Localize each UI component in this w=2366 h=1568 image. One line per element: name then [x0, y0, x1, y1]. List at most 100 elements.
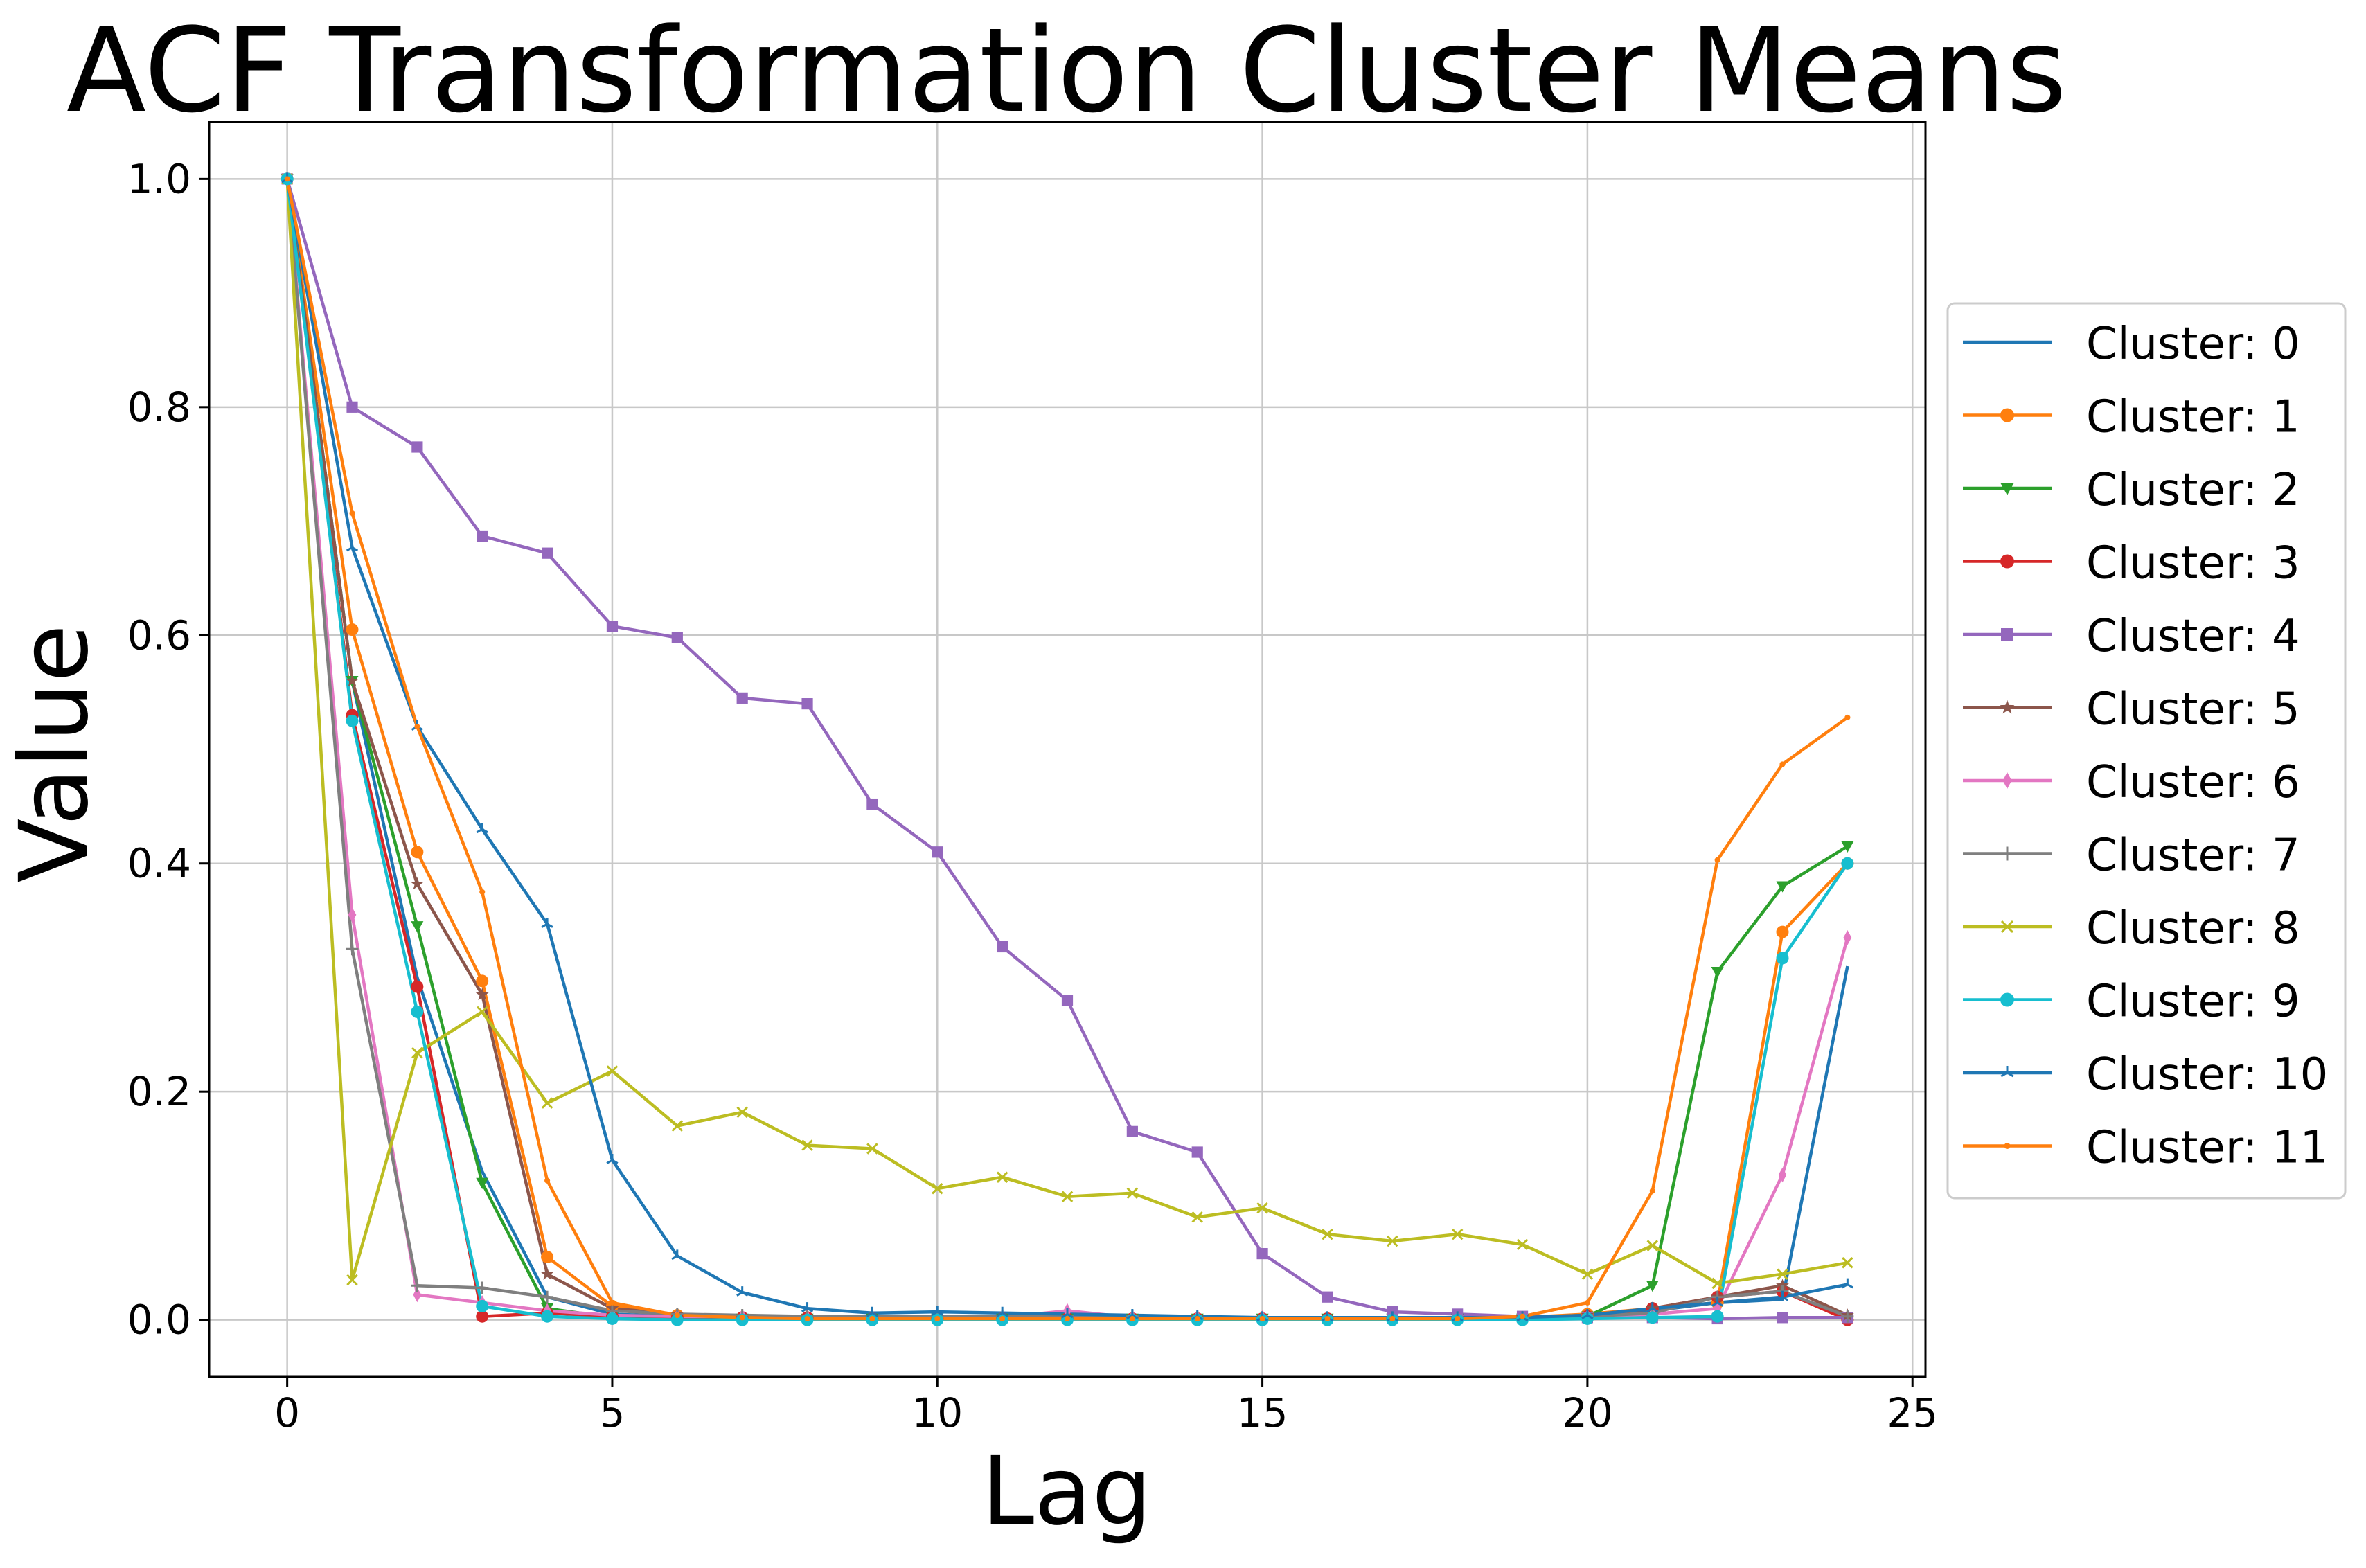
y-axis-label: Value [0, 624, 109, 882]
data-point [346, 541, 359, 552]
plot-area: 0 5 10 15 20 25 0.0 0.2 0.4 0.6 0.8 1.0 [127, 121, 1938, 1436]
y-axis-ticks: 0.0 0.2 0.4 0.6 0.8 1.0 [127, 155, 209, 1344]
data-point [1451, 1228, 1464, 1240]
legend-label: Cluster: 5 [2086, 684, 2300, 736]
data-point [1841, 1310, 1854, 1323]
data-point [1126, 1125, 1138, 1137]
x-tick-label: 10 [911, 1389, 963, 1436]
legend-item: Cluster: 2 [1963, 465, 2300, 516]
data-point [1126, 1187, 1139, 1200]
data-point [349, 510, 355, 517]
data-point [1126, 1309, 1139, 1319]
x-tick-label: 0 [274, 1389, 300, 1436]
legend-label: Cluster: 6 [2086, 757, 2300, 808]
data-point [541, 918, 553, 928]
data-point [1387, 1235, 1398, 1247]
data-point [2000, 408, 2014, 422]
data-point [1841, 841, 1854, 853]
data-point [736, 692, 748, 704]
data-point [804, 1315, 810, 1322]
data-point [1584, 1299, 1590, 1306]
data-point [1841, 857, 1854, 870]
legend-frame [1946, 302, 2347, 1200]
data-point [346, 623, 359, 636]
data-point [411, 846, 424, 859]
data-point [1646, 1311, 1659, 1324]
data-point [346, 674, 359, 687]
data-point [1129, 1315, 1135, 1322]
data-point [1777, 1312, 1788, 1324]
data-point [2000, 920, 2014, 934]
data-point [996, 1306, 1008, 1317]
data-point [1324, 1315, 1331, 1322]
y-tick-label: 0.2 [127, 1068, 191, 1115]
legend-item: Cluster: 8 [1963, 903, 2300, 954]
data-point [931, 1306, 943, 1316]
y-tick-label: 1.0 [127, 155, 191, 202]
data-point [476, 1006, 488, 1018]
data-point [541, 1097, 553, 1109]
data-point [1516, 1238, 1529, 1251]
data-point [411, 441, 423, 453]
data-point [1711, 1310, 1724, 1323]
data-point [605, 1312, 619, 1325]
data-point [739, 1315, 745, 1321]
data-point [1455, 1315, 1461, 1322]
chart-title: ACF Transformation Cluster Means [66, 3, 2067, 139]
y-tick-label: 0.6 [127, 612, 191, 659]
data-point [475, 988, 489, 1001]
series-markers-cluster-11 [284, 176, 1851, 1322]
data-point [476, 1310, 489, 1323]
data-point [1256, 1247, 1268, 1260]
data-point [411, 1279, 424, 1292]
data-point [476, 823, 488, 834]
data-point [934, 1315, 941, 1322]
data-point [411, 980, 424, 993]
legend-item: Cluster: 9 [1963, 977, 2300, 1028]
legend-item: Cluster: 3 [1963, 538, 2300, 589]
legend-label: Cluster: 4 [2086, 611, 2300, 662]
data-point [479, 889, 486, 895]
legend-label: Cluster: 0 [2086, 319, 2300, 370]
data-point [606, 1065, 619, 1077]
data-point [1711, 1296, 1724, 1307]
legend-label: Cluster: 10 [2086, 1049, 2328, 1101]
data-point [1841, 1278, 1853, 1289]
x-axis-ticks: 0 5 10 15 20 25 [274, 1377, 1938, 1436]
data-point [411, 1046, 423, 1059]
data-point [670, 1313, 684, 1326]
data-point [609, 1299, 616, 1306]
data-point [1776, 1279, 1789, 1292]
legend-label: Cluster: 2 [2086, 465, 2300, 516]
data-point [1064, 1315, 1071, 1322]
data-point [541, 1251, 554, 1264]
data-point [284, 176, 290, 182]
data-point [671, 1120, 684, 1132]
data-point [346, 401, 358, 413]
data-point [1191, 1146, 1203, 1158]
data-point [541, 547, 553, 559]
data-point [2000, 554, 2014, 569]
data-point [1844, 714, 1851, 720]
data-point [1711, 967, 1724, 979]
axes-frame [208, 121, 1927, 1378]
data-point [1256, 1202, 1268, 1214]
data-point [413, 1287, 422, 1303]
data-point [671, 632, 683, 643]
data-point [541, 1310, 554, 1323]
data-point [866, 798, 878, 810]
data-point [999, 1315, 1006, 1322]
data-point [2000, 846, 2014, 861]
data-point [801, 1302, 814, 1312]
data-point [1843, 930, 1852, 945]
y-tick-label: 0.4 [127, 840, 191, 887]
data-point [1519, 1313, 1526, 1319]
data-point [1194, 1315, 1200, 1322]
data-point [1842, 1257, 1853, 1269]
data-point [1061, 1191, 1074, 1202]
data-point [674, 1312, 680, 1319]
data-point [410, 877, 424, 890]
data-point [1649, 1188, 1655, 1194]
legend-item: Cluster: 1 [1963, 392, 2300, 443]
data-point [2001, 628, 2013, 641]
